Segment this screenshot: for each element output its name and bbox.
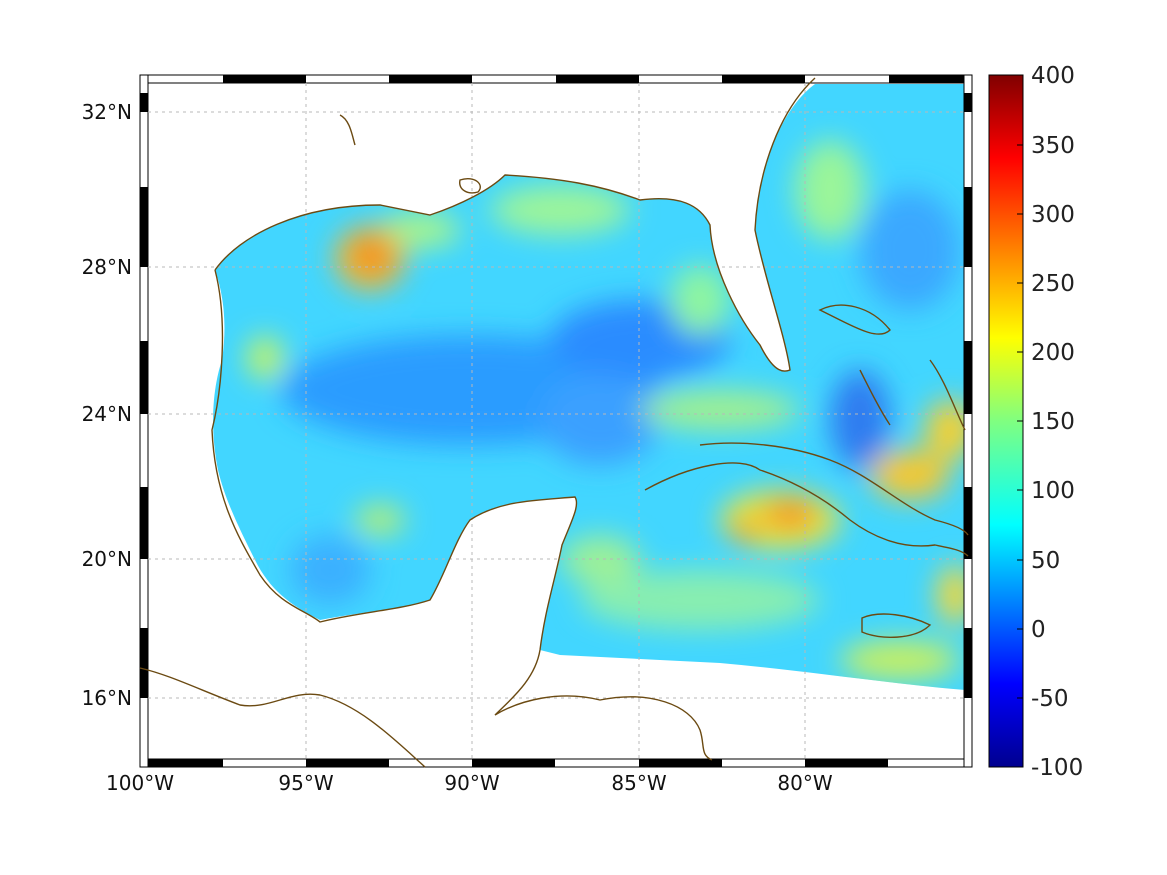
colorbar-ticks bbox=[1017, 144, 1023, 699]
x-tick-label: 95°W bbox=[278, 771, 333, 795]
y-tick-label: 24°N bbox=[82, 402, 132, 426]
colorbar-label: 150 bbox=[1031, 409, 1075, 435]
colorbar-label: 350 bbox=[1031, 133, 1075, 159]
colorbar-label: 400 bbox=[1031, 63, 1075, 89]
colorbar-label: -100 bbox=[1031, 755, 1083, 781]
gridlines bbox=[148, 83, 964, 759]
colorbar-label: 300 bbox=[1031, 202, 1075, 228]
y-tick-label: 32°N bbox=[82, 100, 132, 124]
coastlines bbox=[139, 77, 969, 768]
colorbar-label: 200 bbox=[1031, 340, 1075, 366]
colorbar-label: 250 bbox=[1031, 271, 1075, 297]
colorbar: 400 350 300 250 200 150 100 50 0 -50 -10… bbox=[988, 63, 1083, 781]
x-axis-labels: 100°W 95°W 90°W 85°W 80°W bbox=[106, 771, 833, 795]
y-axis-labels: 32°N 28°N 24°N 20°N 16°N bbox=[82, 100, 132, 710]
colorbar-labels: 400 350 300 250 200 150 100 50 0 -50 -10… bbox=[1031, 63, 1083, 781]
data-field bbox=[213, 84, 965, 690]
y-tick-label: 28°N bbox=[82, 255, 132, 279]
x-tick-label: 80°W bbox=[777, 771, 832, 795]
axes-frame bbox=[139, 74, 973, 768]
colorbar-label: 100 bbox=[1031, 478, 1075, 504]
x-tick-label: 85°W bbox=[611, 771, 666, 795]
x-tick-label: 100°W bbox=[106, 771, 174, 795]
colorbar-label: 0 bbox=[1031, 617, 1046, 643]
y-tick-label: 16°N bbox=[82, 686, 132, 710]
y-tick-label: 20°N bbox=[82, 547, 132, 571]
x-tick-label: 90°W bbox=[444, 771, 499, 795]
colorbar-label: 50 bbox=[1031, 548, 1060, 574]
colorbar-label: -50 bbox=[1031, 686, 1069, 712]
